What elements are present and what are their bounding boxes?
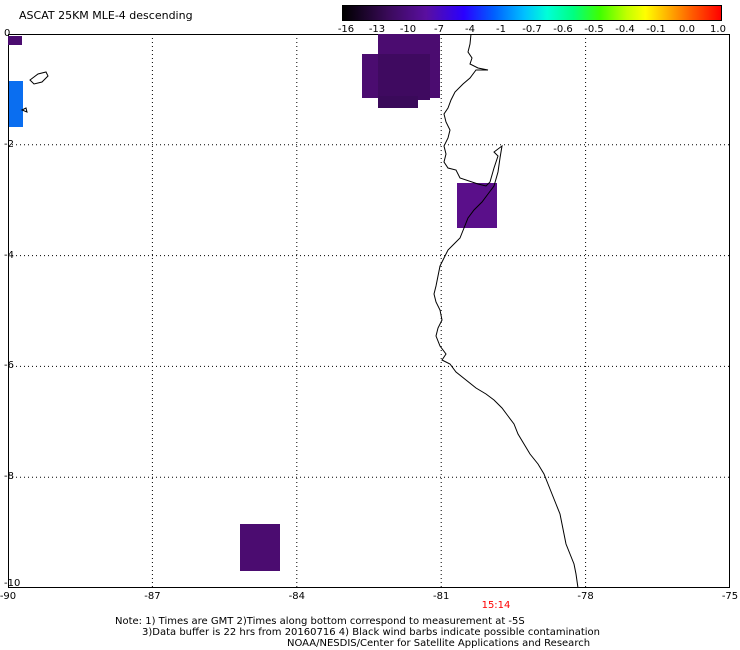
time-label: 15:14 [481,600,511,611]
note-line-1: Note: 1) Times are GMT 2)Times along bot… [115,616,525,627]
colorbar-label: 1.0 [710,24,726,35]
x-tick-label: -87 [144,591,161,602]
x-tick-label: -84 [288,591,305,602]
colorbar-label: -0.7 [522,24,542,35]
grid-lines [8,34,730,588]
x-tick-label: -78 [577,591,594,602]
wind-cells [8,34,497,571]
y-tick-label: -4 [4,249,14,261]
x-tick-label: -75 [721,591,739,602]
map-plot [8,34,730,588]
cell-blue-island [9,81,23,127]
galapagos-island-small [20,107,28,113]
note-line-2: 3)Data buffer is 22 hrs from 20160716 4)… [142,627,600,638]
colorbar-label: -0.6 [553,24,573,35]
galapagos-island [29,71,49,85]
cell-north-cluster-c [378,54,430,100]
y-tick-label: 0 [4,28,11,39]
y-tick-label: -2 [4,138,14,150]
y-tick-label: -10 [4,578,21,589]
coastline [20,34,579,588]
x-tick-label: -81 [433,591,450,602]
colorbar-label: 0.0 [679,24,695,35]
colorbar-label: -0.1 [646,24,666,35]
colorbar-label: -7 [434,24,444,35]
colorbar-label: -0.5 [584,24,604,35]
colorbar-label: -0.4 [615,24,635,35]
cell-south [240,524,280,571]
colorbar-label: -10 [399,24,417,35]
cell-north-cluster-d [378,96,418,108]
map-title: ASCAT 25KM MLE-4 descending [19,9,193,22]
colorbar-label: -1 [496,24,506,35]
coastline-south-america [433,34,579,588]
y-tick-label: -8 [4,471,14,483]
y-tick-label: -6 [4,360,14,372]
colorbar-label: -13 [368,24,386,35]
note-line-3: NOAA/NESDIS/Center for Satellite Applica… [287,638,591,649]
colorbar-label: -16 [337,24,355,35]
colorbar [342,5,722,21]
colorbar-label: -4 [465,24,475,35]
cell-top-left [8,36,22,45]
x-tick-label: -90 [0,591,17,602]
